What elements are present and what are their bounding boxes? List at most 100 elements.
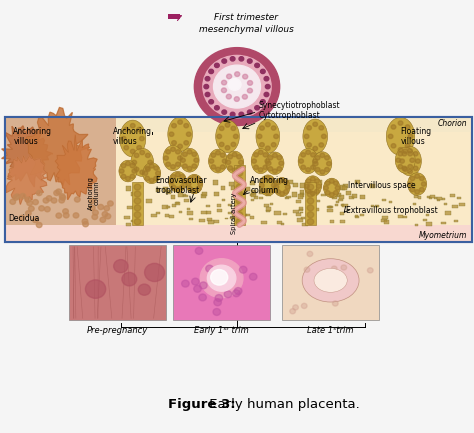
- Bar: [214, 192, 219, 196]
- Bar: [414, 195, 418, 198]
- Bar: [342, 204, 348, 207]
- Bar: [281, 223, 284, 225]
- Circle shape: [325, 181, 330, 185]
- Circle shape: [400, 159, 404, 163]
- Ellipse shape: [314, 268, 347, 292]
- Bar: [231, 186, 236, 191]
- Bar: [234, 192, 239, 196]
- Bar: [217, 209, 222, 212]
- Bar: [427, 197, 430, 198]
- Bar: [336, 200, 339, 203]
- Bar: [297, 219, 303, 222]
- Circle shape: [126, 162, 130, 166]
- Bar: [220, 185, 225, 190]
- Bar: [128, 206, 133, 209]
- Bar: [265, 207, 272, 211]
- Circle shape: [271, 126, 276, 130]
- Text: Anchoring
column: Anchoring column: [88, 176, 100, 210]
- Circle shape: [280, 191, 284, 196]
- Circle shape: [413, 152, 418, 156]
- Circle shape: [261, 100, 265, 104]
- Circle shape: [178, 120, 182, 124]
- Circle shape: [92, 210, 98, 215]
- Circle shape: [273, 134, 278, 139]
- Circle shape: [230, 112, 235, 116]
- Circle shape: [335, 186, 340, 190]
- Circle shape: [391, 144, 396, 148]
- Circle shape: [121, 174, 126, 178]
- Circle shape: [182, 180, 186, 184]
- Bar: [5, 117, 472, 242]
- Circle shape: [264, 92, 269, 97]
- Bar: [116, 117, 472, 132]
- Circle shape: [421, 182, 426, 186]
- Circle shape: [134, 191, 141, 197]
- Bar: [340, 204, 344, 206]
- Circle shape: [306, 150, 310, 155]
- Circle shape: [64, 213, 69, 218]
- Circle shape: [140, 170, 145, 174]
- Bar: [232, 214, 236, 216]
- Ellipse shape: [216, 120, 239, 153]
- Bar: [240, 204, 245, 207]
- Circle shape: [325, 168, 329, 172]
- Circle shape: [98, 204, 104, 210]
- Circle shape: [270, 188, 274, 193]
- Text: Anchoring
villous: Anchoring villous: [13, 127, 52, 146]
- Circle shape: [313, 122, 318, 126]
- Circle shape: [403, 167, 408, 171]
- Circle shape: [310, 153, 315, 157]
- Circle shape: [187, 166, 192, 171]
- Bar: [340, 220, 345, 223]
- Text: Cytotrophoblast: Cytotrophoblast: [258, 111, 320, 120]
- Bar: [450, 194, 455, 197]
- Circle shape: [265, 176, 270, 180]
- Bar: [299, 194, 303, 199]
- Ellipse shape: [399, 146, 421, 176]
- Bar: [254, 197, 258, 199]
- Circle shape: [171, 174, 176, 179]
- Circle shape: [247, 88, 253, 93]
- Bar: [383, 220, 389, 223]
- Bar: [251, 190, 255, 194]
- Bar: [299, 207, 303, 210]
- Circle shape: [410, 176, 415, 181]
- Bar: [412, 204, 416, 205]
- Circle shape: [46, 196, 52, 201]
- Bar: [438, 197, 442, 200]
- Circle shape: [215, 63, 219, 68]
- Circle shape: [236, 212, 243, 218]
- Bar: [286, 196, 291, 198]
- Bar: [165, 214, 169, 216]
- Circle shape: [186, 132, 191, 136]
- Circle shape: [236, 198, 243, 204]
- Bar: [274, 211, 281, 215]
- Bar: [172, 204, 176, 207]
- Circle shape: [188, 187, 192, 191]
- Circle shape: [192, 164, 197, 168]
- Bar: [426, 214, 429, 216]
- Circle shape: [408, 182, 413, 186]
- Circle shape: [268, 167, 273, 171]
- Ellipse shape: [408, 173, 427, 195]
- Circle shape: [231, 142, 236, 147]
- Circle shape: [119, 169, 124, 173]
- Ellipse shape: [131, 148, 154, 177]
- Circle shape: [83, 222, 89, 227]
- Circle shape: [315, 155, 320, 160]
- Bar: [179, 183, 183, 187]
- Circle shape: [211, 153, 216, 157]
- Bar: [325, 183, 330, 187]
- Circle shape: [59, 198, 64, 203]
- Bar: [423, 219, 427, 221]
- Circle shape: [307, 184, 314, 190]
- Circle shape: [283, 180, 288, 184]
- Bar: [155, 187, 160, 192]
- Circle shape: [27, 200, 33, 206]
- Circle shape: [155, 171, 160, 175]
- Circle shape: [226, 160, 231, 165]
- Circle shape: [146, 153, 150, 158]
- Circle shape: [33, 200, 38, 205]
- Ellipse shape: [298, 149, 318, 174]
- Circle shape: [178, 144, 182, 149]
